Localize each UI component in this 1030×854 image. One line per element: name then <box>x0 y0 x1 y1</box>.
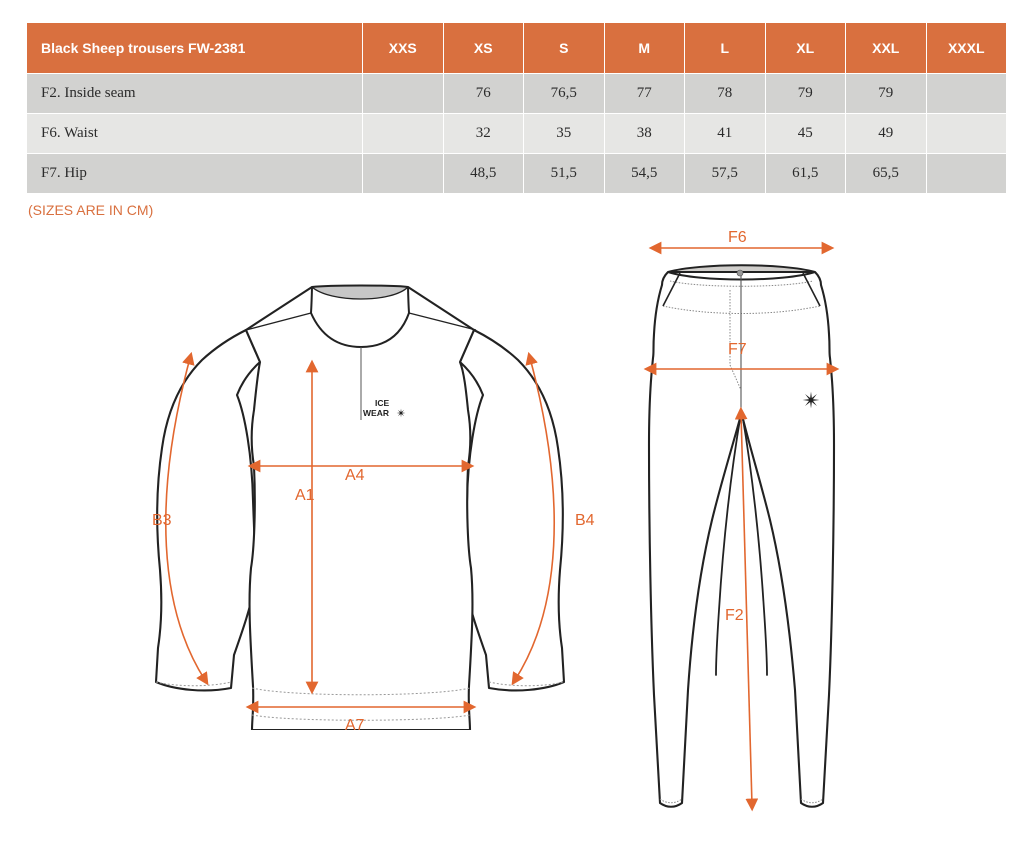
svg-text:B3: B3 <box>152 512 172 529</box>
svg-text:A7: A7 <box>345 717 365 730</box>
svg-text:ICE: ICE <box>375 398 390 408</box>
svg-text:A4: A4 <box>345 467 365 484</box>
svg-text:A1: A1 <box>295 487 315 504</box>
svg-text:F2: F2 <box>725 607 744 624</box>
svg-text:B4: B4 <box>575 512 595 529</box>
svg-text:F6: F6 <box>728 230 747 246</box>
svg-text:F7: F7 <box>728 341 747 358</box>
svg-text:WEAR: WEAR <box>363 408 389 418</box>
